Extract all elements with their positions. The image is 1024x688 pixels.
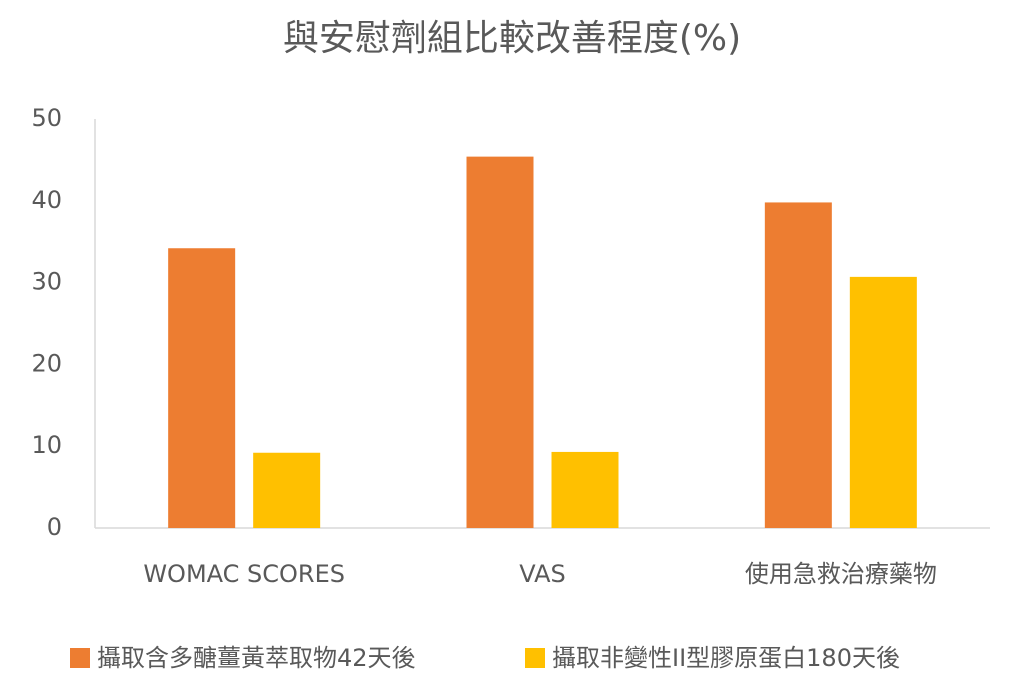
- legend-label: 攝取非變性II型膠原蛋白180天後: [552, 644, 900, 672]
- x-tick-label: VAS: [519, 560, 566, 588]
- bar: [849, 276, 917, 528]
- legend-swatch: [525, 648, 545, 668]
- y-tick-label: 20: [31, 349, 62, 377]
- y-tick-label: 0: [47, 513, 62, 541]
- bar: [253, 452, 321, 528]
- y-tick-label: 40: [31, 186, 62, 214]
- legend-label: 攝取含多醣薑黃萃取物42天後: [97, 644, 416, 672]
- bar: [764, 202, 832, 528]
- chart-title: 與安慰劑組比較改善程度(%): [283, 18, 741, 59]
- y-tick-label: 30: [31, 268, 62, 296]
- x-tick-label: WOMAC SCORES: [143, 560, 345, 588]
- legend-swatch: [70, 648, 90, 668]
- bar: [551, 451, 619, 528]
- y-tick-label: 10: [31, 431, 62, 459]
- x-tick-label: 使用急救治療藥物: [745, 560, 937, 588]
- bar: [168, 248, 236, 528]
- y-tick-label: 50: [31, 104, 62, 132]
- bar: [466, 156, 534, 529]
